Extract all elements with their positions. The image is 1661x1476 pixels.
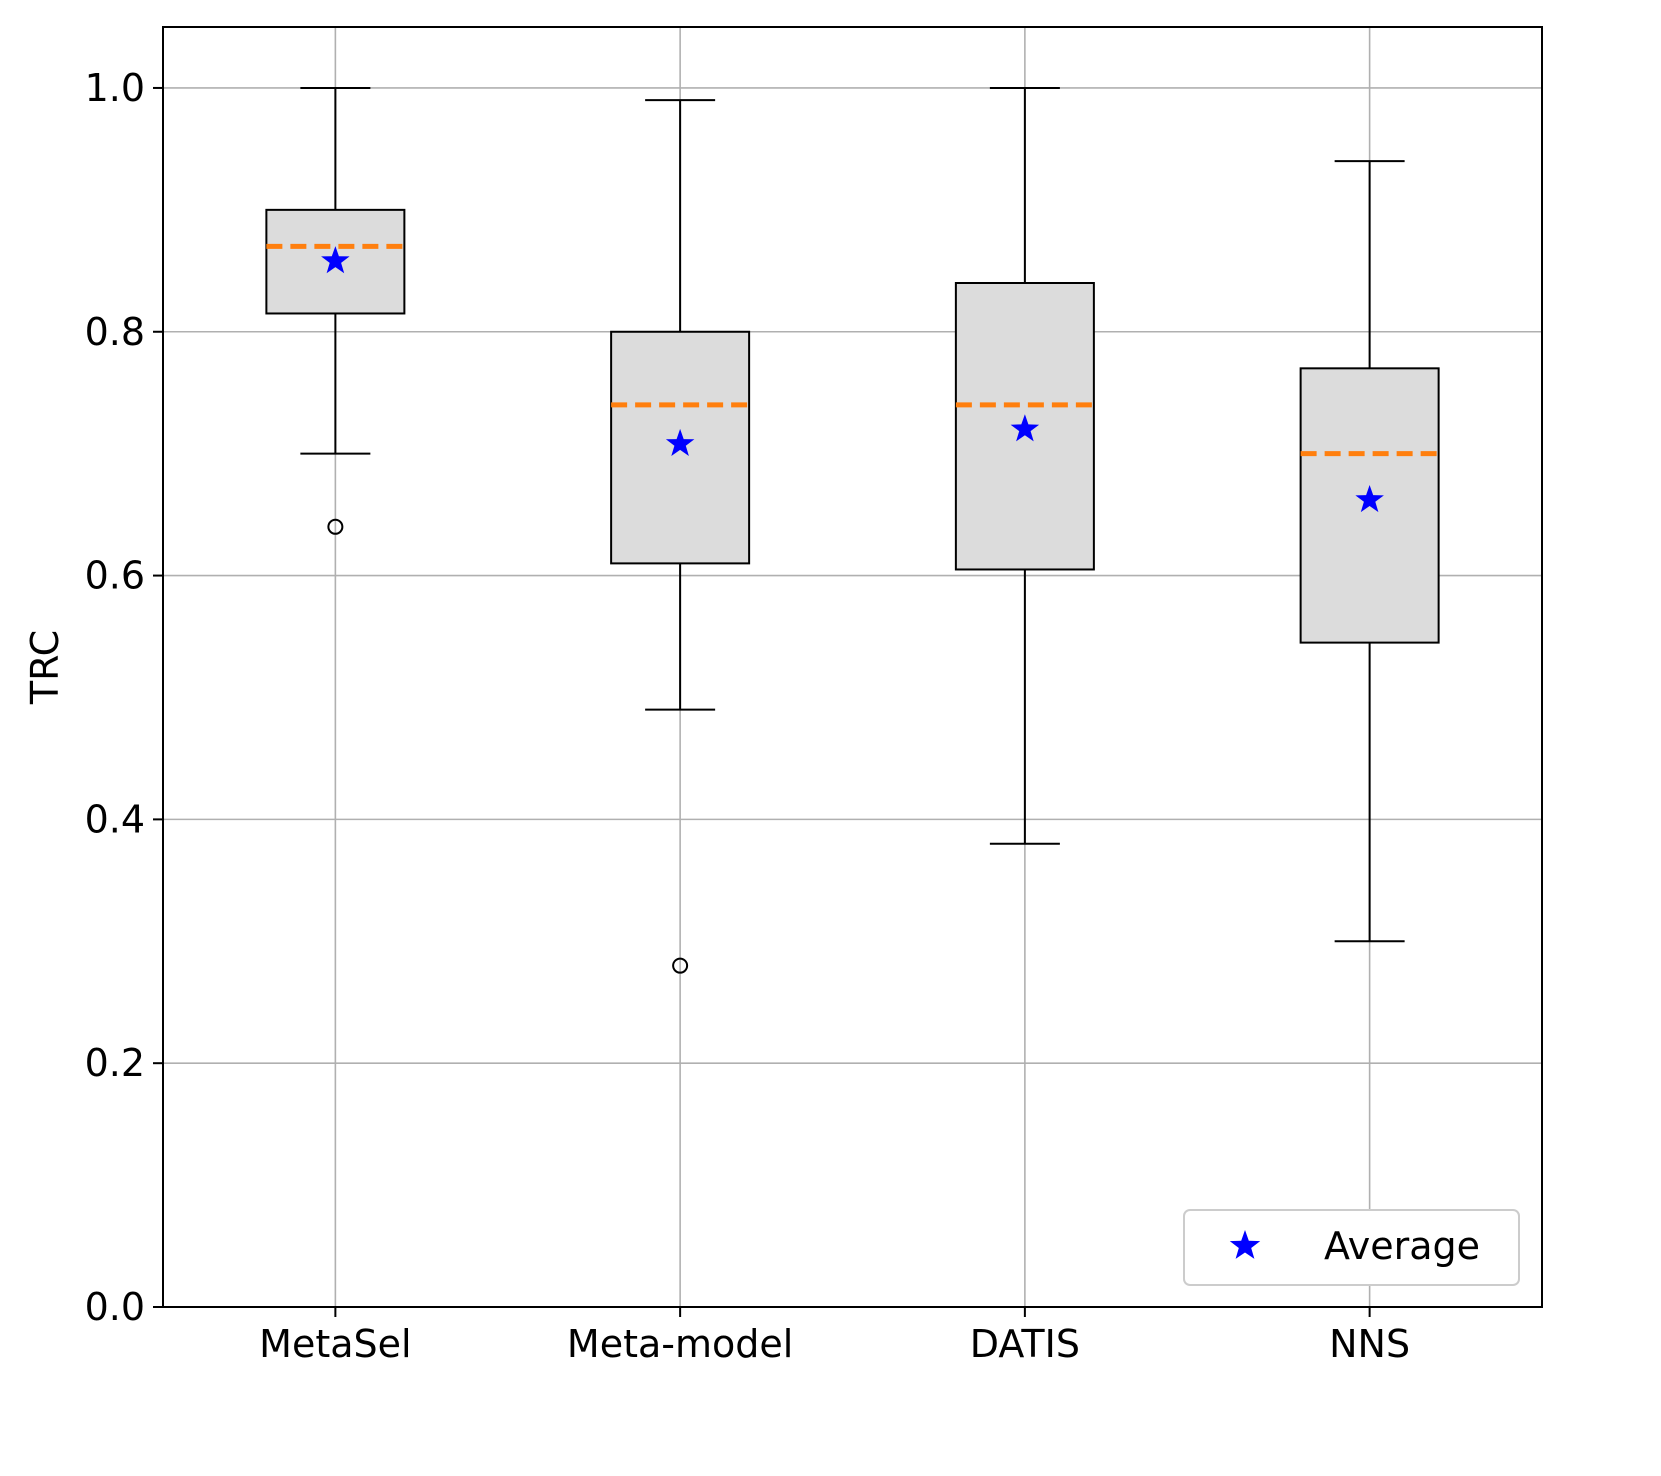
y-axis: 0.0 0.2 0.4 0.6 0.8 1.0 [85, 66, 163, 1329]
x-tick-label: DATIS [970, 1322, 1080, 1366]
y-axis-label: TRC [23, 630, 67, 705]
y-tick-label: 0.6 [85, 554, 145, 598]
x-tick-label: MetaSel [259, 1322, 411, 1366]
x-axis: MetaSel Meta-model DATIS NNS [259, 1307, 1410, 1366]
y-tick-label: 0.2 [85, 1041, 145, 1085]
box-series [265, 86, 1440, 974]
legend-label-average: Average [1324, 1224, 1480, 1268]
outlier-point [327, 518, 344, 535]
mean-star [665, 428, 695, 456]
x-tick-label: Meta-model [567, 1322, 793, 1366]
y-tick-label: 0.4 [85, 797, 145, 841]
box-group-metasel [265, 86, 406, 535]
y-tick-label: 0.8 [85, 310, 145, 354]
y-tick-label: 0.0 [85, 1285, 145, 1329]
box-group-datis [954, 86, 1095, 845]
legend-star-icon [1229, 1230, 1261, 1259]
axes-frame [162, 26, 1543, 1308]
legend-box [1183, 1209, 1520, 1286]
y-tick-label: 1.0 [85, 66, 145, 110]
mean-star [321, 246, 350, 274]
box-group-nns [1299, 160, 1440, 943]
outlier-point [672, 957, 689, 974]
box-group-meta-model [610, 99, 751, 974]
legend: Average [1183, 1209, 1520, 1286]
mean-star [1010, 414, 1040, 442]
x-tick-label: NNS [1329, 1322, 1410, 1366]
mean-star [1355, 485, 1384, 513]
